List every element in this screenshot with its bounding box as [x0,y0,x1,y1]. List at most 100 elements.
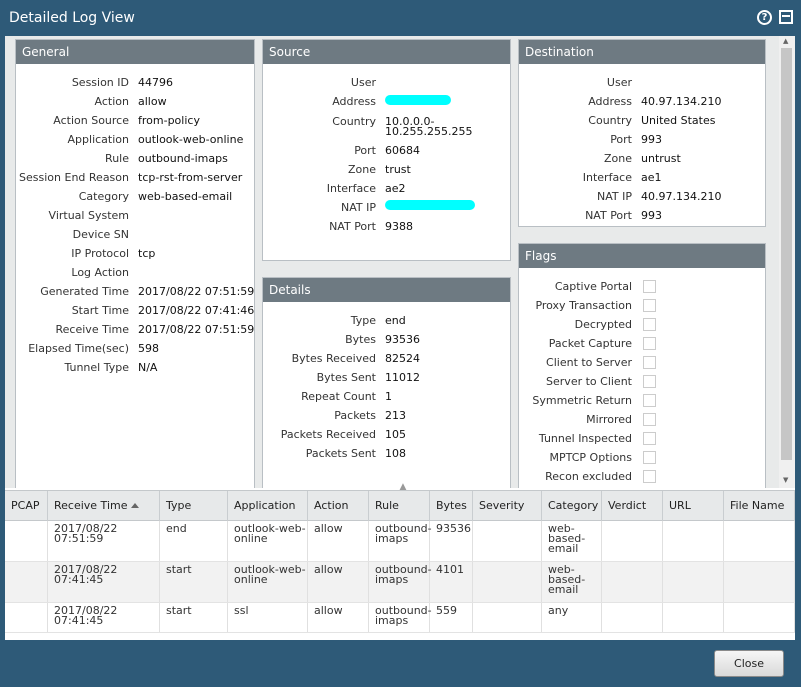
related-logs-table: PCAP Receive Time Type Application Action Rul… [5,490,795,640]
cell-receive-time: 2017/08/22 07:41:45 [48,562,160,602]
cell-line: end [166,522,187,535]
cell-line: outbound- [375,522,432,535]
scroll-down-icon[interactable]: ▼ [783,476,789,484]
table-row[interactable]: 2017/08/22 07:41:45 start outlook-web-onlin… [5,562,795,603]
general-field-label: Elapsed Time(sec) [28,342,129,355]
window-titlebar: Detailed Log View ? [0,0,801,36]
column-header-pcap[interactable]: PCAP [5,491,48,521]
column-header-receive-time[interactable]: Receive Time [48,491,160,521]
column-header-type[interactable]: Type [160,491,228,521]
general-field-value: 2017/08/22 07:41:46 [138,304,255,317]
dialog-footer [0,640,801,687]
general-field-label: Rule [105,152,129,165]
cell-line: online [234,573,268,586]
column-header-label: Rule [375,499,399,512]
table-row[interactable]: 2017/08/22 07:51:59 end outlook-web-online a… [5,521,795,562]
cell-line: outbound- [375,604,432,617]
details-field-value: 11012 [385,371,420,384]
cell-line: 2017/08/22 [54,522,118,535]
cell-line: web- [548,563,575,576]
details-field-value: 1 [385,390,392,403]
close-button[interactable]: Close [714,650,784,677]
column-header-severity[interactable]: Severity [473,491,542,521]
source-field-label: NAT Port [329,220,376,233]
details-field-value: 105 [385,428,406,441]
column-header-verdict[interactable]: Verdict [602,491,663,521]
column-header-application[interactable]: Application [228,491,308,521]
destination-field-value: 993 [641,209,662,222]
destination-field-value: untrust [641,152,681,165]
column-header-rule[interactable]: Rule [369,491,430,521]
flag-checkbox [643,356,656,369]
table-row[interactable]: 2017/08/22 07:41:45 start ssl allow outbound-… [5,603,795,633]
flag-checkbox [643,318,656,331]
cell-action: allow [308,603,369,632]
cell-line: based- [548,573,586,586]
flag-checkbox [643,280,656,293]
flag-label: Decrypted [574,318,632,331]
general-field-label: Session End Reason [19,171,129,184]
general-field-label: Log Action [71,266,129,279]
general-field-label: Category [78,190,129,203]
cell-action: allow [308,521,369,561]
panels-scrollbar[interactable]: ▲ ▼ [779,36,795,488]
source-field-value: ae2 [385,182,406,195]
details-field-label: Packets Sent [305,447,376,460]
cell-line: imaps [375,573,409,586]
general-field-label: Virtual System [48,209,129,222]
cell-line: 07:41:45 [54,614,104,627]
general-field-label: Action [94,95,129,108]
flag-checkbox [643,337,656,350]
details-panel: Details Type end Bytes 93536 Bytes Received 8… [262,277,511,488]
cell-bytes: 93536 [430,521,473,561]
details-field-label: Bytes Received [291,352,376,365]
details-field-label: Type [350,314,376,327]
column-header-file-name[interactable]: File Name [724,491,795,521]
maximize-icon[interactable] [779,10,793,24]
details-field-label: Bytes Sent [316,371,376,384]
help-icon[interactable]: ? [757,10,772,25]
flag-label: Server to Client [546,375,632,388]
cell-line: 07:51:59 [54,532,104,545]
redaction-mark-nat-ip [385,200,475,210]
column-header-label: Category [548,499,599,512]
general-field-label: Application [67,133,129,146]
column-header-action[interactable]: Action [308,491,369,521]
splitter-handle-icon[interactable]: ▲ [399,482,407,492]
general-field-value: N/A [138,361,158,374]
source-field-label: User [350,76,376,89]
source-field-label: NAT IP [341,201,376,214]
scroll-up-icon[interactable]: ▲ [783,37,789,45]
scrollbar-thumb[interactable] [781,48,792,460]
column-header-bytes[interactable]: Bytes [430,491,473,521]
flag-checkbox [643,394,656,407]
cell-bytes: 559 [430,603,473,632]
cell-severity [473,521,542,561]
flag-label: Mirrored [586,413,632,426]
column-header-url[interactable]: URL [663,491,724,521]
column-header-label: Severity [479,499,525,512]
destination-field-label: Interface [582,171,632,184]
general-field-label: Receive Time [55,323,129,336]
flag-label: Packet Capture [548,337,632,350]
details-field-value: 82524 [385,352,420,365]
source-field-label: Zone [347,163,376,176]
detail-panels-area: General Session ID 44796 Action allow Action… [5,36,795,488]
cell-line: 559 [436,604,457,617]
cell-line: 2017/08/22 [54,604,118,617]
general-panel: General Session ID 44796 Action allow Action… [15,39,255,488]
source-field-value-line2: 10.255.255.255 [385,125,473,138]
source-field-label: Port [354,144,376,157]
details-field-label: Packets [334,409,376,422]
source-field-value: 10.0.0.0- [385,115,435,128]
general-field-value: web-based-email [138,190,233,203]
column-header-label: Application [234,499,296,512]
column-header-category[interactable]: Category [542,491,602,521]
destination-field-label: Country [588,114,632,127]
destination-field-label: Address [588,95,632,108]
cell-line: start [166,604,192,617]
details-panel-header: Details [263,278,510,302]
general-field-value: tcp-rst-from-server [138,171,243,184]
flag-label: Symmetric Return [532,394,632,407]
cell-action: allow [308,562,369,602]
